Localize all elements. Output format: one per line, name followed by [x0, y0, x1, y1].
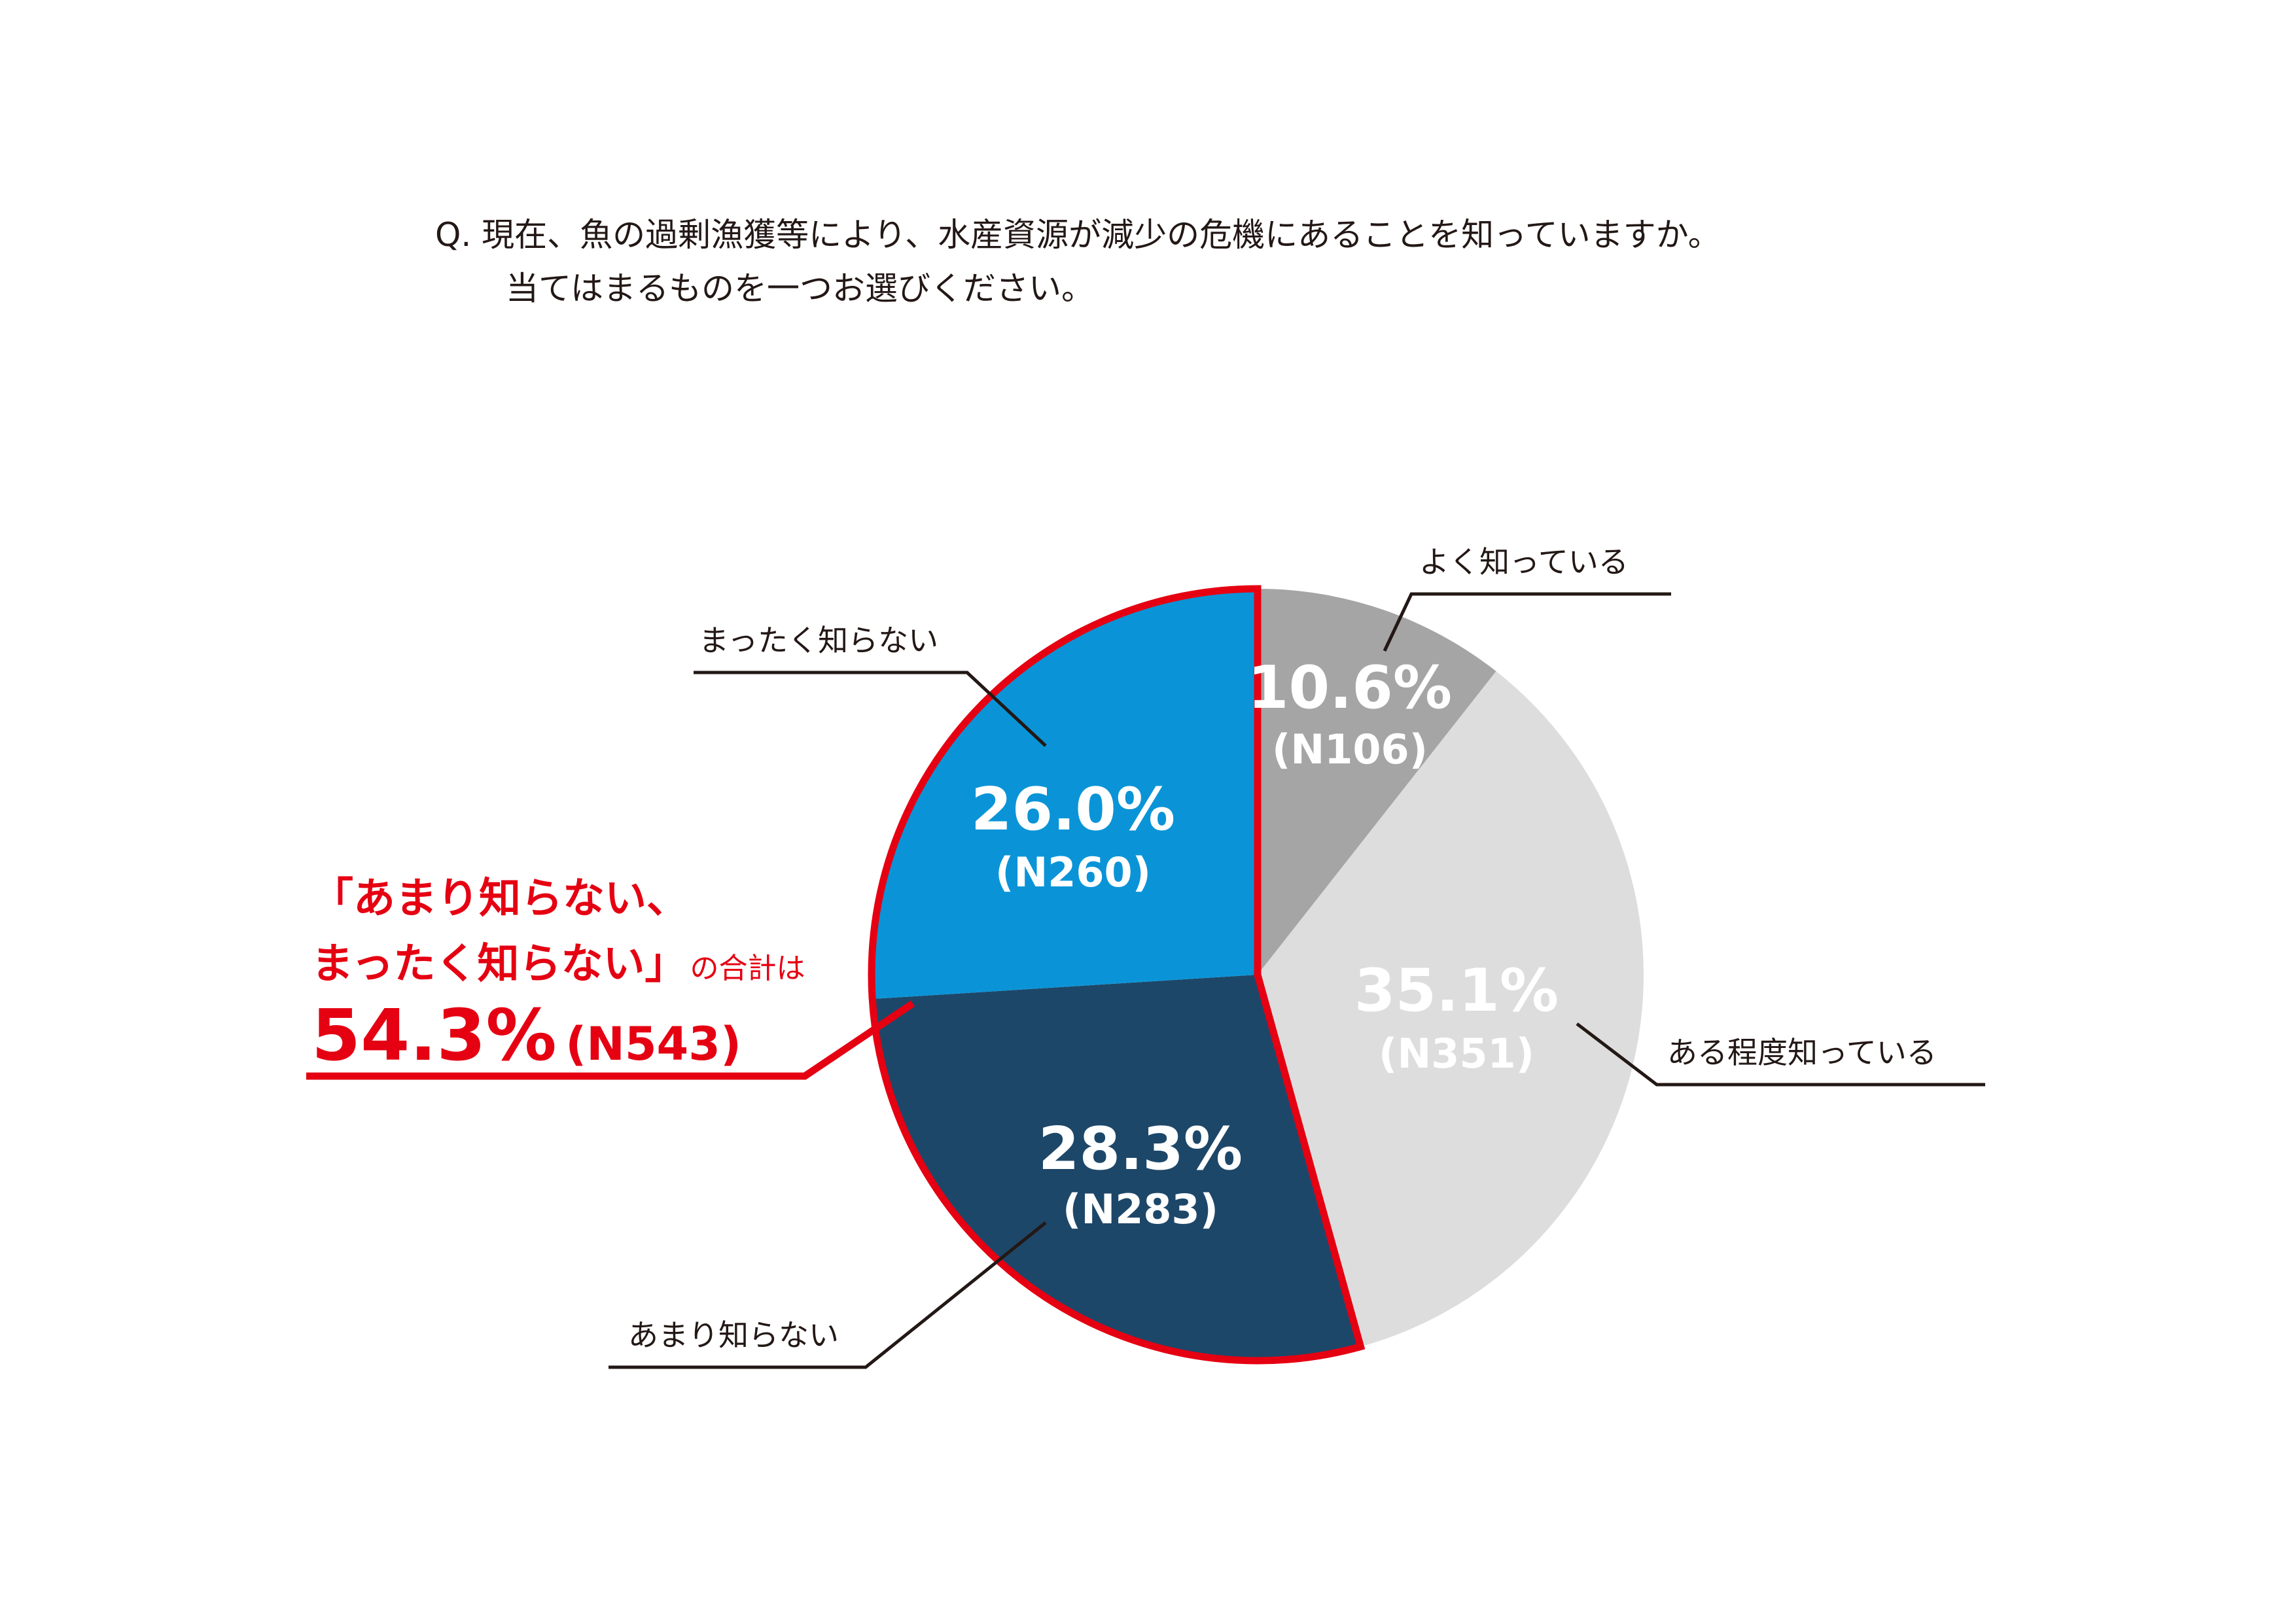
- category-label-mattaku: まったく知らない: [699, 623, 938, 658]
- pie-slice-aru: [1258, 671, 1644, 1347]
- n-label-aru: (N351): [1379, 1030, 1534, 1077]
- category-label-yoku: よく知っている: [1419, 544, 1629, 580]
- n-label-amari: (N283): [1063, 1185, 1218, 1233]
- pct-label-yoku: 10.6%: [1248, 654, 1452, 722]
- callout-total-n: (N543): [565, 1017, 741, 1071]
- leader-line-aru: [1576, 1022, 1985, 1087]
- pie-slice-mattaku: [872, 589, 1258, 1000]
- n-label-mattaku: (N260): [995, 848, 1151, 896]
- pct-label-amari: 28.3%: [1038, 1115, 1243, 1183]
- pct-label-mattaku: 26.0%: [971, 775, 1175, 844]
- pie-slice-amari: [872, 975, 1361, 1361]
- pie-slices: [872, 589, 1644, 1361]
- callout-total: 54.3% (N543): [311, 995, 741, 1077]
- leader-line-mattaku: [694, 671, 1047, 747]
- question-line-2: 当てはまるものを一つお選びください。: [506, 270, 1094, 307]
- pct-label-aru: 35.1%: [1354, 956, 1559, 1025]
- callout-total-pct: 54.3%: [311, 995, 557, 1077]
- pie-slice-yoku: [1258, 589, 1496, 975]
- leader-line-yoku: [1383, 592, 1671, 652]
- callout-line-2-bold: まったく知らない」: [311, 940, 686, 988]
- n-label-yoku: (N106): [1272, 725, 1428, 773]
- callout-line-2: まったく知らない」 の合計は: [311, 940, 805, 988]
- question-text: Q. 現在、魚の過剰漁獲等により、水産資源が減少の危機にあることを知っていますか…: [435, 208, 1721, 315]
- callout-line-1: 「あまり知らない、: [311, 875, 688, 923]
- leader-line-amari: [609, 1221, 1047, 1369]
- callout-line-2-rest: の合計は: [690, 952, 805, 985]
- category-label-amari: あまり知らない: [628, 1318, 839, 1353]
- category-label-aru: ある程度知っている: [1667, 1035, 1937, 1070]
- leader-line-total: [306, 1000, 915, 1080]
- question-line-1: Q. 現在、魚の過剰漁獲等により、水産資源が減少の危機にあることを知っていますか…: [435, 216, 1721, 254]
